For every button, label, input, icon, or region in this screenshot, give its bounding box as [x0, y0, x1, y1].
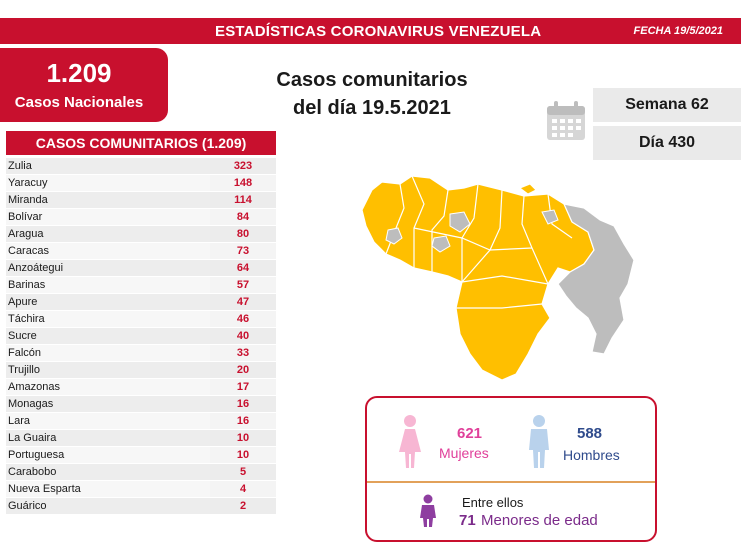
- venezuela-map: [361, 175, 635, 381]
- week-badge: Semana 62: [593, 88, 741, 122]
- header-date: FECHA 19/5/2021: [633, 25, 723, 37]
- headline-line2: del día 19.5.2021: [293, 97, 451, 119]
- state-name: Yaracuy: [8, 177, 48, 189]
- header-title: ESTADÍSTICAS CORONAVIRUS VENEZUELA: [215, 23, 542, 40]
- headline: Casos comunitarios del día 19.5.2021: [262, 66, 482, 122]
- table-row: Yaracuy 148: [6, 175, 276, 192]
- state-cases: 5: [210, 464, 276, 480]
- state-cases: 46: [210, 311, 276, 327]
- table-row: Bolívar 84: [6, 209, 276, 226]
- table-row: Sucre 40: [6, 328, 276, 345]
- headline-line1: Casos comunitarios: [276, 69, 468, 91]
- state-cases: 10: [210, 430, 276, 446]
- table-row: Trujillo 20: [6, 362, 276, 379]
- state-cases: 4: [210, 481, 276, 497]
- men-count: 588: [577, 425, 603, 442]
- day-badge: Día 430: [593, 126, 741, 160]
- table-row: Carabobo 5: [6, 464, 276, 481]
- state-name: Sucre: [8, 330, 37, 342]
- state-name: Bolívar: [8, 211, 43, 223]
- table-row: Táchira 46: [6, 311, 276, 328]
- state-cases: 80: [210, 226, 276, 242]
- header-bar: ESTADÍSTICAS CORONAVIRUS VENEZUELA FECHA…: [0, 18, 741, 44]
- state-name: Amazonas: [8, 381, 60, 393]
- state-name: La Guaira: [8, 432, 57, 444]
- state-name: Guárico: [8, 500, 47, 512]
- state-name: Falcón: [8, 347, 42, 359]
- state-cases: 84: [210, 209, 276, 225]
- table-row: Zulia 323: [6, 158, 276, 175]
- table-row: Miranda 114: [6, 192, 276, 209]
- national-cases-label: Casos Nacionales: [14, 94, 144, 111]
- national-cases-card: 1.209 Casos Nacionales: [0, 48, 168, 122]
- state-name: Portuguesa: [8, 449, 65, 461]
- state-name: Carabobo: [8, 466, 57, 478]
- state-name: Nueva Esparta: [8, 483, 81, 495]
- state-name: Anzoátegui: [8, 262, 64, 274]
- men-label: Hombres: [563, 447, 620, 463]
- state-name: Aragua: [8, 228, 44, 240]
- state-name: Zulia: [8, 160, 32, 172]
- table-title: CASOS COMUNITARIOS (1.209): [6, 131, 276, 155]
- state-cases: 40: [210, 328, 276, 344]
- state-cases: 33: [210, 345, 276, 361]
- state-name: Barinas: [8, 279, 46, 291]
- table-row: La Guaira 10: [6, 430, 276, 447]
- table-row: Barinas 57: [6, 277, 276, 294]
- minors-label: Menores de edad: [481, 512, 598, 529]
- state-name: Táchira: [8, 313, 45, 325]
- table-row: Apure 47: [6, 294, 276, 311]
- state-name: Caracas: [8, 245, 49, 257]
- state-cases: 20: [210, 362, 276, 378]
- state-cases: 114: [210, 192, 276, 208]
- women-label: Mujeres: [439, 445, 489, 461]
- table-row: Amazonas 17: [6, 379, 276, 396]
- minors-intro: Entre ellos: [462, 495, 524, 510]
- state-cases: 73: [210, 243, 276, 259]
- state-name: Trujillo: [8, 364, 40, 376]
- state-cases: 57: [210, 277, 276, 293]
- state-cases: 323: [210, 158, 276, 174]
- child-icon: [420, 494, 436, 527]
- table-row: Portuguesa 10: [6, 447, 276, 464]
- minors-count: 71: [459, 512, 476, 529]
- woman-icon: [399, 415, 421, 468]
- state-cases: 16: [210, 396, 276, 412]
- state-name: Apure: [8, 296, 38, 308]
- state-cases: 10: [210, 447, 276, 463]
- state-name: Monagas: [8, 398, 54, 410]
- table-row: Nueva Esparta 4: [6, 481, 276, 498]
- table-row: Anzoátegui 64: [6, 260, 276, 277]
- table-row: Monagas 16: [6, 396, 276, 413]
- cases-table: Zulia 323 Yaracuy 148 Miranda 114 Bolívar 84 Ara…: [6, 158, 276, 515]
- state-cases: 47: [210, 294, 276, 310]
- table-row: Lara 16: [6, 413, 276, 430]
- man-icon: [529, 415, 549, 468]
- state-name: Lara: [8, 415, 31, 427]
- state-name: Miranda: [8, 194, 48, 206]
- table-row: Caracas 73: [6, 243, 276, 260]
- national-cases-count: 1.209: [46, 58, 112, 88]
- state-cases: 64: [210, 260, 276, 276]
- table-row: Guárico 2: [6, 498, 276, 515]
- women-count: 621: [457, 425, 483, 442]
- table-row: Falcón 33: [6, 345, 276, 362]
- card-divider: [367, 481, 655, 483]
- table-row: Aragua 80: [6, 226, 276, 243]
- gender-breakdown-card: 621 Mujeres 588 Hombres Entre ellos 71 M…: [365, 396, 657, 542]
- calendar-icon: [547, 101, 585, 140]
- state-cases: 16: [210, 413, 276, 429]
- state-cases: 17: [210, 379, 276, 395]
- state-cases: 148: [210, 175, 276, 191]
- state-cases: 2: [210, 498, 276, 514]
